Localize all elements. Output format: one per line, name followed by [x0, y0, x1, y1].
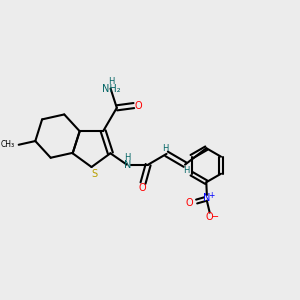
- Text: H: H: [124, 153, 130, 162]
- Text: N: N: [203, 193, 211, 203]
- Text: H: H: [162, 144, 169, 153]
- Text: H: H: [109, 77, 115, 86]
- Text: S: S: [92, 169, 98, 179]
- Text: CH₃: CH₃: [1, 140, 15, 149]
- Text: O: O: [135, 100, 142, 111]
- Text: O: O: [206, 212, 214, 222]
- Text: O: O: [185, 198, 193, 208]
- Text: −: −: [211, 212, 219, 222]
- Text: NH₂: NH₂: [102, 83, 121, 94]
- Text: +: +: [208, 191, 215, 200]
- Text: N: N: [124, 160, 131, 170]
- Text: O: O: [138, 183, 146, 193]
- Text: H: H: [183, 166, 189, 175]
